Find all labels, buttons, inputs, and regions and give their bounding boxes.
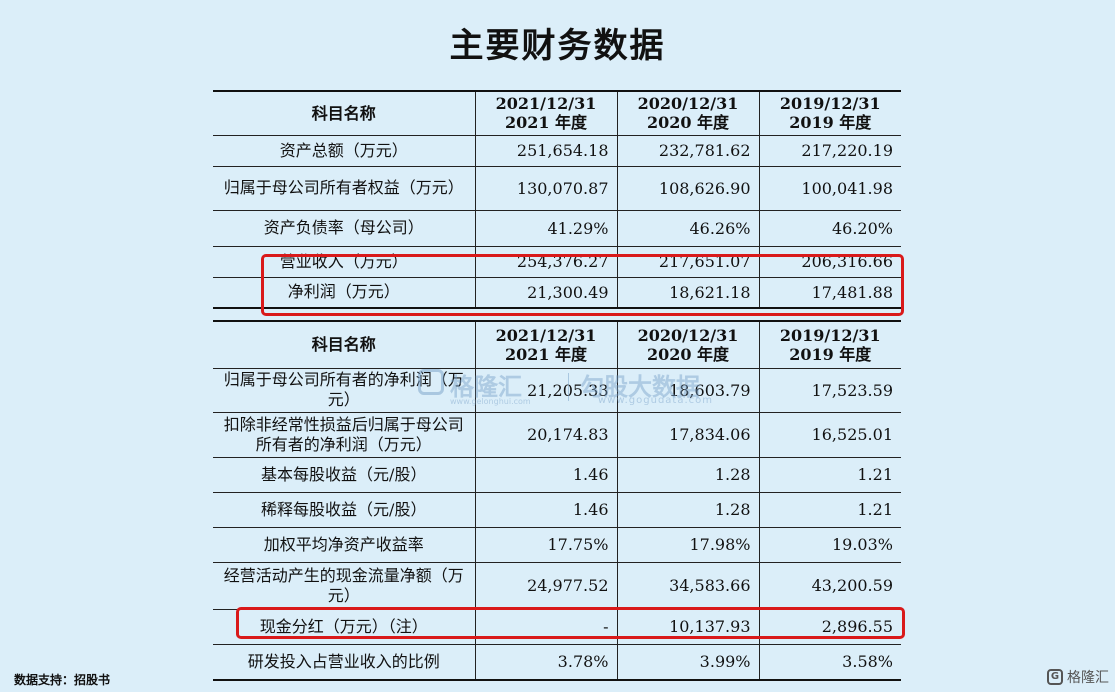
income-metrics-table: 科目名称 2021/12/31 2021 年度 2020/12/31 2020 年度… [213, 320, 901, 681]
page-title: 主要财务数据 [449, 26, 666, 66]
table-row: 归属于母公司所有者的净利润（万元） 21,205.33 18,603.79 17… [213, 367, 901, 413]
cell-value: 1.46 [474, 491, 618, 528]
header-col-2021: 2021/12/31 2021 年度 [474, 320, 618, 369]
table-row: 资产总额（万元） 251,654.18 232,781.62 217,220.1… [213, 134, 901, 167]
cell-value: 1.28 [616, 491, 760, 528]
cell-value: 17.98% [616, 526, 760, 563]
cell-value: 46.26% [616, 209, 760, 247]
table-header-row: 科目名称 2021/12/31 2021 年度 2020/12/31 2020 年度… [213, 90, 901, 136]
cell-value: 17,481.88 [758, 276, 901, 309]
table-row: 经营活动产生的现金流量净额（万元） 24,977.52 34,583.66 43… [213, 561, 901, 610]
table-row: 扣除非经常性损益后归属于母公司所有者的净利润（万元） 20,174.83 17,… [213, 411, 901, 458]
cell-value: 18,621.18 [616, 276, 760, 309]
cell-value: 217,220.19 [758, 134, 901, 167]
cell-value: 1.28 [616, 456, 760, 493]
cell-value: 19.03% [758, 526, 901, 563]
cell-value: 251,654.18 [474, 134, 618, 167]
cell-value: 100,041.98 [758, 165, 901, 211]
table-row: 现金分红（万元）（注） - 10,137.93 2,896.55 [213, 608, 901, 645]
cell-value: 10,137.93 [616, 608, 760, 645]
row-label: 归属于母公司所有者的净利润（万元） [213, 367, 476, 413]
row-label: 资产总额（万元） [213, 134, 476, 167]
cell-value: 3.58% [758, 643, 901, 681]
cell-value: 18,603.79 [616, 367, 760, 413]
table-row: 资产负债率（母公司） 41.29% 46.26% 46.20% [213, 209, 901, 247]
header-col-2019: 2019/12/31 2019 年度 [758, 320, 901, 369]
table-row: 归属于母公司所有者权益（万元） 130,070.87 108,626.90 10… [213, 165, 901, 211]
table-row: 净利润（万元） 21,300.49 18,621.18 17,481.88 [213, 276, 901, 309]
cell-value: 17,834.06 [616, 411, 760, 458]
cell-value: - [474, 608, 618, 645]
cell-value: 21,300.49 [474, 276, 618, 309]
cell-value: 217,651.07 [616, 245, 760, 278]
cell-value: 130,070.87 [474, 165, 618, 211]
header-col-2020: 2020/12/31 2020 年度 [616, 320, 760, 369]
balance-sheet-table: 科目名称 2021/12/31 2021 年度 2020/12/31 2020 年度… [213, 90, 901, 309]
table-row: 加权平均净资产收益率 17.75% 17.98% 19.03% [213, 526, 901, 563]
table-row: 研发投入占营业收入的比例 3.78% 3.99% 3.58% [213, 643, 901, 681]
row-label: 稀释每股收益（元/股） [213, 491, 476, 528]
cell-value: 46.20% [758, 209, 901, 247]
cell-value: 21,205.33 [474, 367, 618, 413]
header-col-2021: 2021/12/31 2021 年度 [474, 90, 618, 136]
table-header-row: 科目名称 2021/12/31 2021 年度 2020/12/31 2020 年度… [213, 320, 901, 369]
cell-value: 3.78% [474, 643, 618, 681]
header-item-name: 科目名称 [213, 320, 476, 369]
cell-value: 24,977.52 [474, 561, 618, 610]
cell-value: 16,525.01 [758, 411, 901, 458]
table-row: 营业收入（万元） 254,376.27 217,651.07 206,316.6… [213, 245, 901, 278]
row-label: 净利润（万元） [213, 276, 476, 309]
cell-value: 17,523.59 [758, 367, 901, 413]
cell-value: 2,896.55 [758, 608, 901, 645]
row-label: 营业收入（万元） [213, 245, 476, 278]
row-label: 经营活动产生的现金流量净额（万元） [213, 561, 476, 610]
table-row: 基本每股收益（元/股） 1.46 1.28 1.21 [213, 456, 901, 493]
row-label: 资产负债率（母公司） [213, 209, 476, 247]
cell-value: 254,376.27 [474, 245, 618, 278]
row-label: 加权平均净资产收益率 [213, 526, 476, 563]
cell-value: 41.29% [474, 209, 618, 247]
footer-brand-name: 格隆汇 [1067, 670, 1109, 686]
row-label: 扣除非经常性损益后归属于母公司所有者的净利润（万元） [213, 411, 476, 458]
row-label: 研发投入占营业收入的比例 [213, 643, 476, 681]
cell-value: 20,174.83 [474, 411, 618, 458]
header-col-2019: 2019/12/31 2019 年度 [758, 90, 901, 136]
cell-value: 206,316.66 [758, 245, 901, 278]
cell-value: 3.99% [616, 643, 760, 681]
header-col-2020: 2020/12/31 2020 年度 [616, 90, 760, 136]
cell-value: 17.75% [474, 526, 618, 563]
cell-value: 34,583.66 [616, 561, 760, 610]
row-label: 归属于母公司所有者权益（万元） [213, 165, 476, 211]
row-label: 现金分红（万元）（注） [213, 608, 476, 645]
cell-value: 108,626.90 [616, 165, 760, 211]
data-source-note: 数据支持：招股书 [14, 673, 111, 687]
cell-value: 1.21 [758, 491, 901, 528]
cell-value: 1.21 [758, 456, 901, 493]
footer-brand: G 格隆汇 [1047, 667, 1109, 687]
table-row: 稀释每股收益（元/股） 1.46 1.28 1.21 [213, 491, 901, 528]
header-item-name: 科目名称 [213, 90, 476, 136]
cell-value: 1.46 [474, 456, 618, 493]
gelonghui-logo-icon: G [1047, 669, 1063, 685]
cell-value: 232,781.62 [616, 134, 760, 167]
row-label: 基本每股收益（元/股） [213, 456, 476, 493]
cell-value: 43,200.59 [758, 561, 901, 610]
